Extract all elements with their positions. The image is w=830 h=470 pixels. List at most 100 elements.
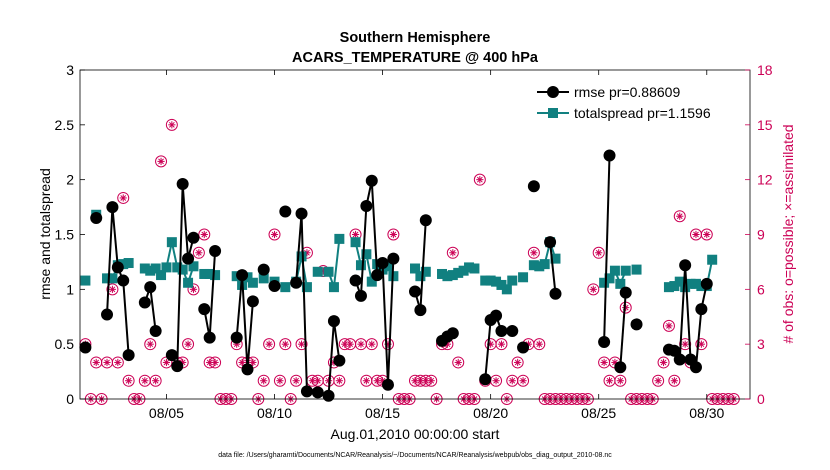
obs-possible-marker [198, 228, 211, 241]
y-tick-label-right: 9 [757, 227, 765, 243]
obs-possible-marker [268, 228, 281, 241]
rmse-marker [198, 303, 211, 316]
y-axis-label-left: rmse and totalspread [37, 168, 53, 300]
obs-possible-marker [149, 374, 162, 387]
obs-possible-marker [473, 173, 486, 186]
obs-assimilated-marker [314, 377, 322, 385]
rmse-marker [354, 289, 367, 302]
obs-possible-marker [495, 338, 508, 351]
totalspread-marker [420, 266, 431, 277]
obs-possible-marker [106, 283, 119, 296]
obs-assimilated-marker [297, 340, 306, 348]
obs-possible-marker [527, 246, 540, 259]
obs-possible-marker [695, 338, 708, 351]
rmse-marker [360, 199, 373, 212]
obs-assimilated-marker [114, 358, 122, 367]
rmse-marker [614, 361, 627, 374]
totalspread-marker [550, 253, 561, 264]
totalspread-marker [620, 265, 631, 276]
rmse-marker [117, 274, 130, 287]
rmse-marker [122, 349, 135, 362]
totalspread-marker [156, 270, 167, 281]
obs-assimilated-marker [146, 340, 154, 348]
y-tick-label-left: 1 [66, 281, 74, 297]
obs-assimilated-marker [119, 194, 127, 202]
y-tick-label-right: 6 [757, 281, 765, 297]
obs-assimilated-marker [703, 230, 711, 239]
obs-assimilated-marker [346, 340, 354, 348]
obs-assimilated-marker [184, 340, 192, 348]
x-tick-label: 08/10 [257, 405, 292, 421]
obs-assimilated-marker [676, 212, 684, 220]
rmse-marker [495, 325, 508, 338]
rmse-marker [101, 308, 114, 321]
legend-spread-marker [548, 108, 558, 118]
obs-assimilated-marker [589, 285, 597, 293]
legend-box [530, 76, 744, 128]
totalspread-marker [80, 275, 91, 286]
obs-assimilated-marker [535, 340, 543, 348]
rmse-marker [144, 281, 157, 294]
totalspread-marker [690, 278, 701, 289]
rmse-marker [479, 373, 492, 386]
totalspread-marker [334, 233, 345, 244]
rmse-marker [679, 259, 692, 272]
legend-rmse-label: rmse pr=0.88609 [574, 84, 680, 100]
rmse-marker [695, 303, 708, 316]
totalspread-marker [145, 265, 156, 276]
x-tick-label: 08/30 [689, 405, 724, 421]
totalspread-marker [188, 261, 199, 272]
rmse-marker [230, 331, 243, 344]
rmse-marker [187, 231, 200, 244]
totalspread-marker [296, 251, 307, 262]
obs-possible-marker [387, 228, 400, 241]
obs-assimilated-marker [270, 230, 279, 239]
obs-assimilated-marker [200, 230, 208, 239]
chart-title-line-1: Southern Hemisphere [340, 30, 491, 46]
obs-assimilated-marker [427, 377, 435, 385]
totalspread-marker [707, 254, 718, 265]
obs-assimilated-marker [659, 358, 668, 367]
totalspread-marker [301, 282, 312, 293]
x-tick-label: 08/15 [365, 405, 400, 421]
totalspread-marker [204, 268, 215, 279]
totalspread-marker [166, 237, 177, 248]
obs-possible-marker [425, 374, 438, 387]
obs-assimilated-marker [168, 121, 176, 129]
obs-possible-marker [192, 246, 205, 259]
obs-assimilated-marker [449, 249, 457, 257]
totalspread-marker [410, 263, 420, 274]
axes-layer: 08/05 08/10 08/15 08/20 08/25 08/30 0 0.5 1 1.5 2 2… [55, 62, 773, 421]
legend-spread-label: totalspread pr=1.1596 [574, 105, 711, 121]
obs-assimilated-marker [195, 249, 203, 257]
totalspread-marker [599, 277, 610, 288]
obs-assimilated-marker [335, 377, 343, 385]
rmse-line [619, 292, 627, 368]
obs-possible-marker [209, 356, 222, 369]
rmse-marker [349, 274, 362, 287]
series-layer [79, 149, 718, 402]
chart-title-line-2: ACARS_TEMPERATURE @ 400 hPa [292, 50, 539, 66]
rmse-marker [409, 285, 421, 298]
totalspread-marker [453, 267, 464, 278]
rmse-marker [241, 363, 254, 376]
rmse-marker [171, 360, 184, 373]
totalspread-marker [615, 278, 626, 289]
totalspread-marker [210, 270, 221, 281]
obs-possible-marker [295, 338, 308, 351]
obs-possible-marker [381, 338, 394, 351]
y-tick-label-right: 3 [757, 336, 765, 352]
totalspread-marker [361, 249, 372, 260]
rmse-marker [182, 252, 195, 265]
totalspread-marker [107, 273, 118, 284]
legend-rmse-marker [547, 86, 559, 98]
rmse-marker [333, 354, 346, 367]
rmse-marker [598, 335, 611, 348]
obs-possible-marker [187, 283, 200, 296]
y-tick-label-left: 2 [66, 172, 74, 188]
totalspread-marker [183, 277, 194, 288]
totalspread-marker [437, 268, 448, 279]
obs-possible-marker [333, 374, 346, 387]
obs-possible-marker [182, 338, 195, 351]
